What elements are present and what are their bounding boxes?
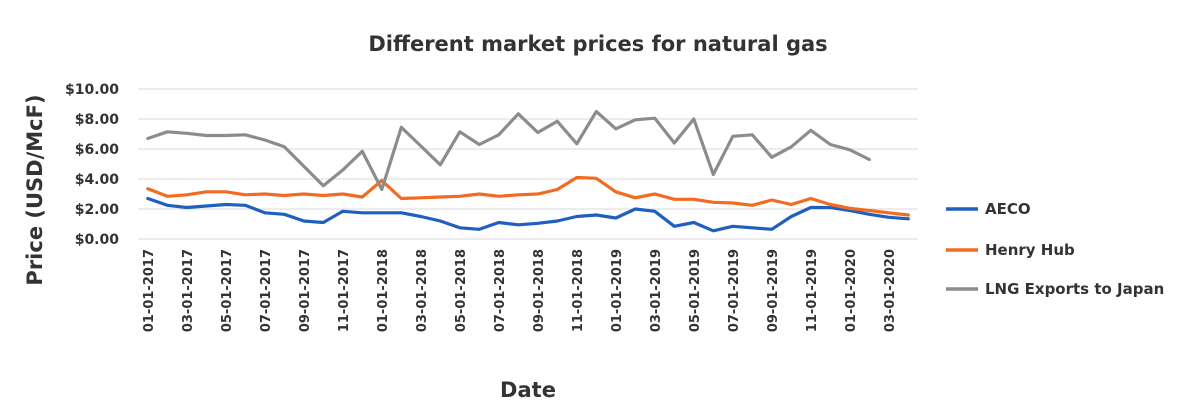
x-tick-label: 01-01-2019 <box>610 249 625 332</box>
x-tick-label: 03-01-2020 <box>883 249 898 332</box>
x-tick-label: 05-01-2017 <box>220 249 235 332</box>
y-tick-label: $8.00 <box>75 112 120 128</box>
x-tick-label: 07-01-2019 <box>727 249 742 332</box>
x-tick-label: 09-01-2017 <box>298 249 313 332</box>
y-axis-title: Price (USD/McF) <box>23 94 47 285</box>
legend-label: Henry Hub <box>985 241 1075 259</box>
x-tick-label: 07-01-2017 <box>259 249 274 332</box>
x-tick-label: 09-01-2019 <box>766 249 781 332</box>
y-tick-label: $4.00 <box>75 172 120 188</box>
series-line-0 <box>146 196 910 233</box>
x-tick-label: 01-01-2017 <box>142 249 157 332</box>
legend: AECO Henry Hub LNG Exports to Japan <box>946 200 1164 298</box>
x-tick-label: 11-01-2019 <box>805 249 820 332</box>
series-line-2 <box>146 109 871 192</box>
series-lines <box>146 109 910 233</box>
legend-label: LNG Exports to Japan <box>985 280 1164 298</box>
x-tick-label: 09-01-2018 <box>532 249 547 332</box>
y-axis-ticks: $0.00 $2.00 $4.00 $6.00 $8.00 $10.00 <box>65 82 119 248</box>
x-tick-label: 05-01-2019 <box>688 249 703 332</box>
gridlines <box>138 88 918 240</box>
y-tick-label: $6.00 <box>75 142 120 158</box>
y-tick-label: $0.00 <box>75 232 120 248</box>
y-tick-label: $2.00 <box>75 202 120 218</box>
x-tick-label: 11-01-2017 <box>337 249 352 332</box>
x-tick-label: 03-01-2019 <box>649 249 664 332</box>
x-tick-label: 03-01-2017 <box>181 249 196 332</box>
x-axis-title: Date <box>500 378 556 402</box>
x-tick-label: 07-01-2018 <box>493 249 508 332</box>
x-tick-label: 03-01-2018 <box>415 249 430 332</box>
legend-label: AECO <box>985 200 1031 218</box>
series-line-1 <box>146 175 910 217</box>
x-tick-label: 01-01-2020 <box>844 249 859 332</box>
x-axis-ticks: 01-01-2017 03-01-2017 05-01-2017 07-01-2017… <box>142 249 898 332</box>
x-tick-label: 11-01-2018 <box>571 249 586 332</box>
chart-title: Different market prices for natural gas <box>368 32 827 56</box>
y-tick-label: $10.00 <box>65 82 119 98</box>
x-tick-label: 01-01-2018 <box>376 249 391 332</box>
x-tick-label: 05-01-2018 <box>454 249 469 332</box>
